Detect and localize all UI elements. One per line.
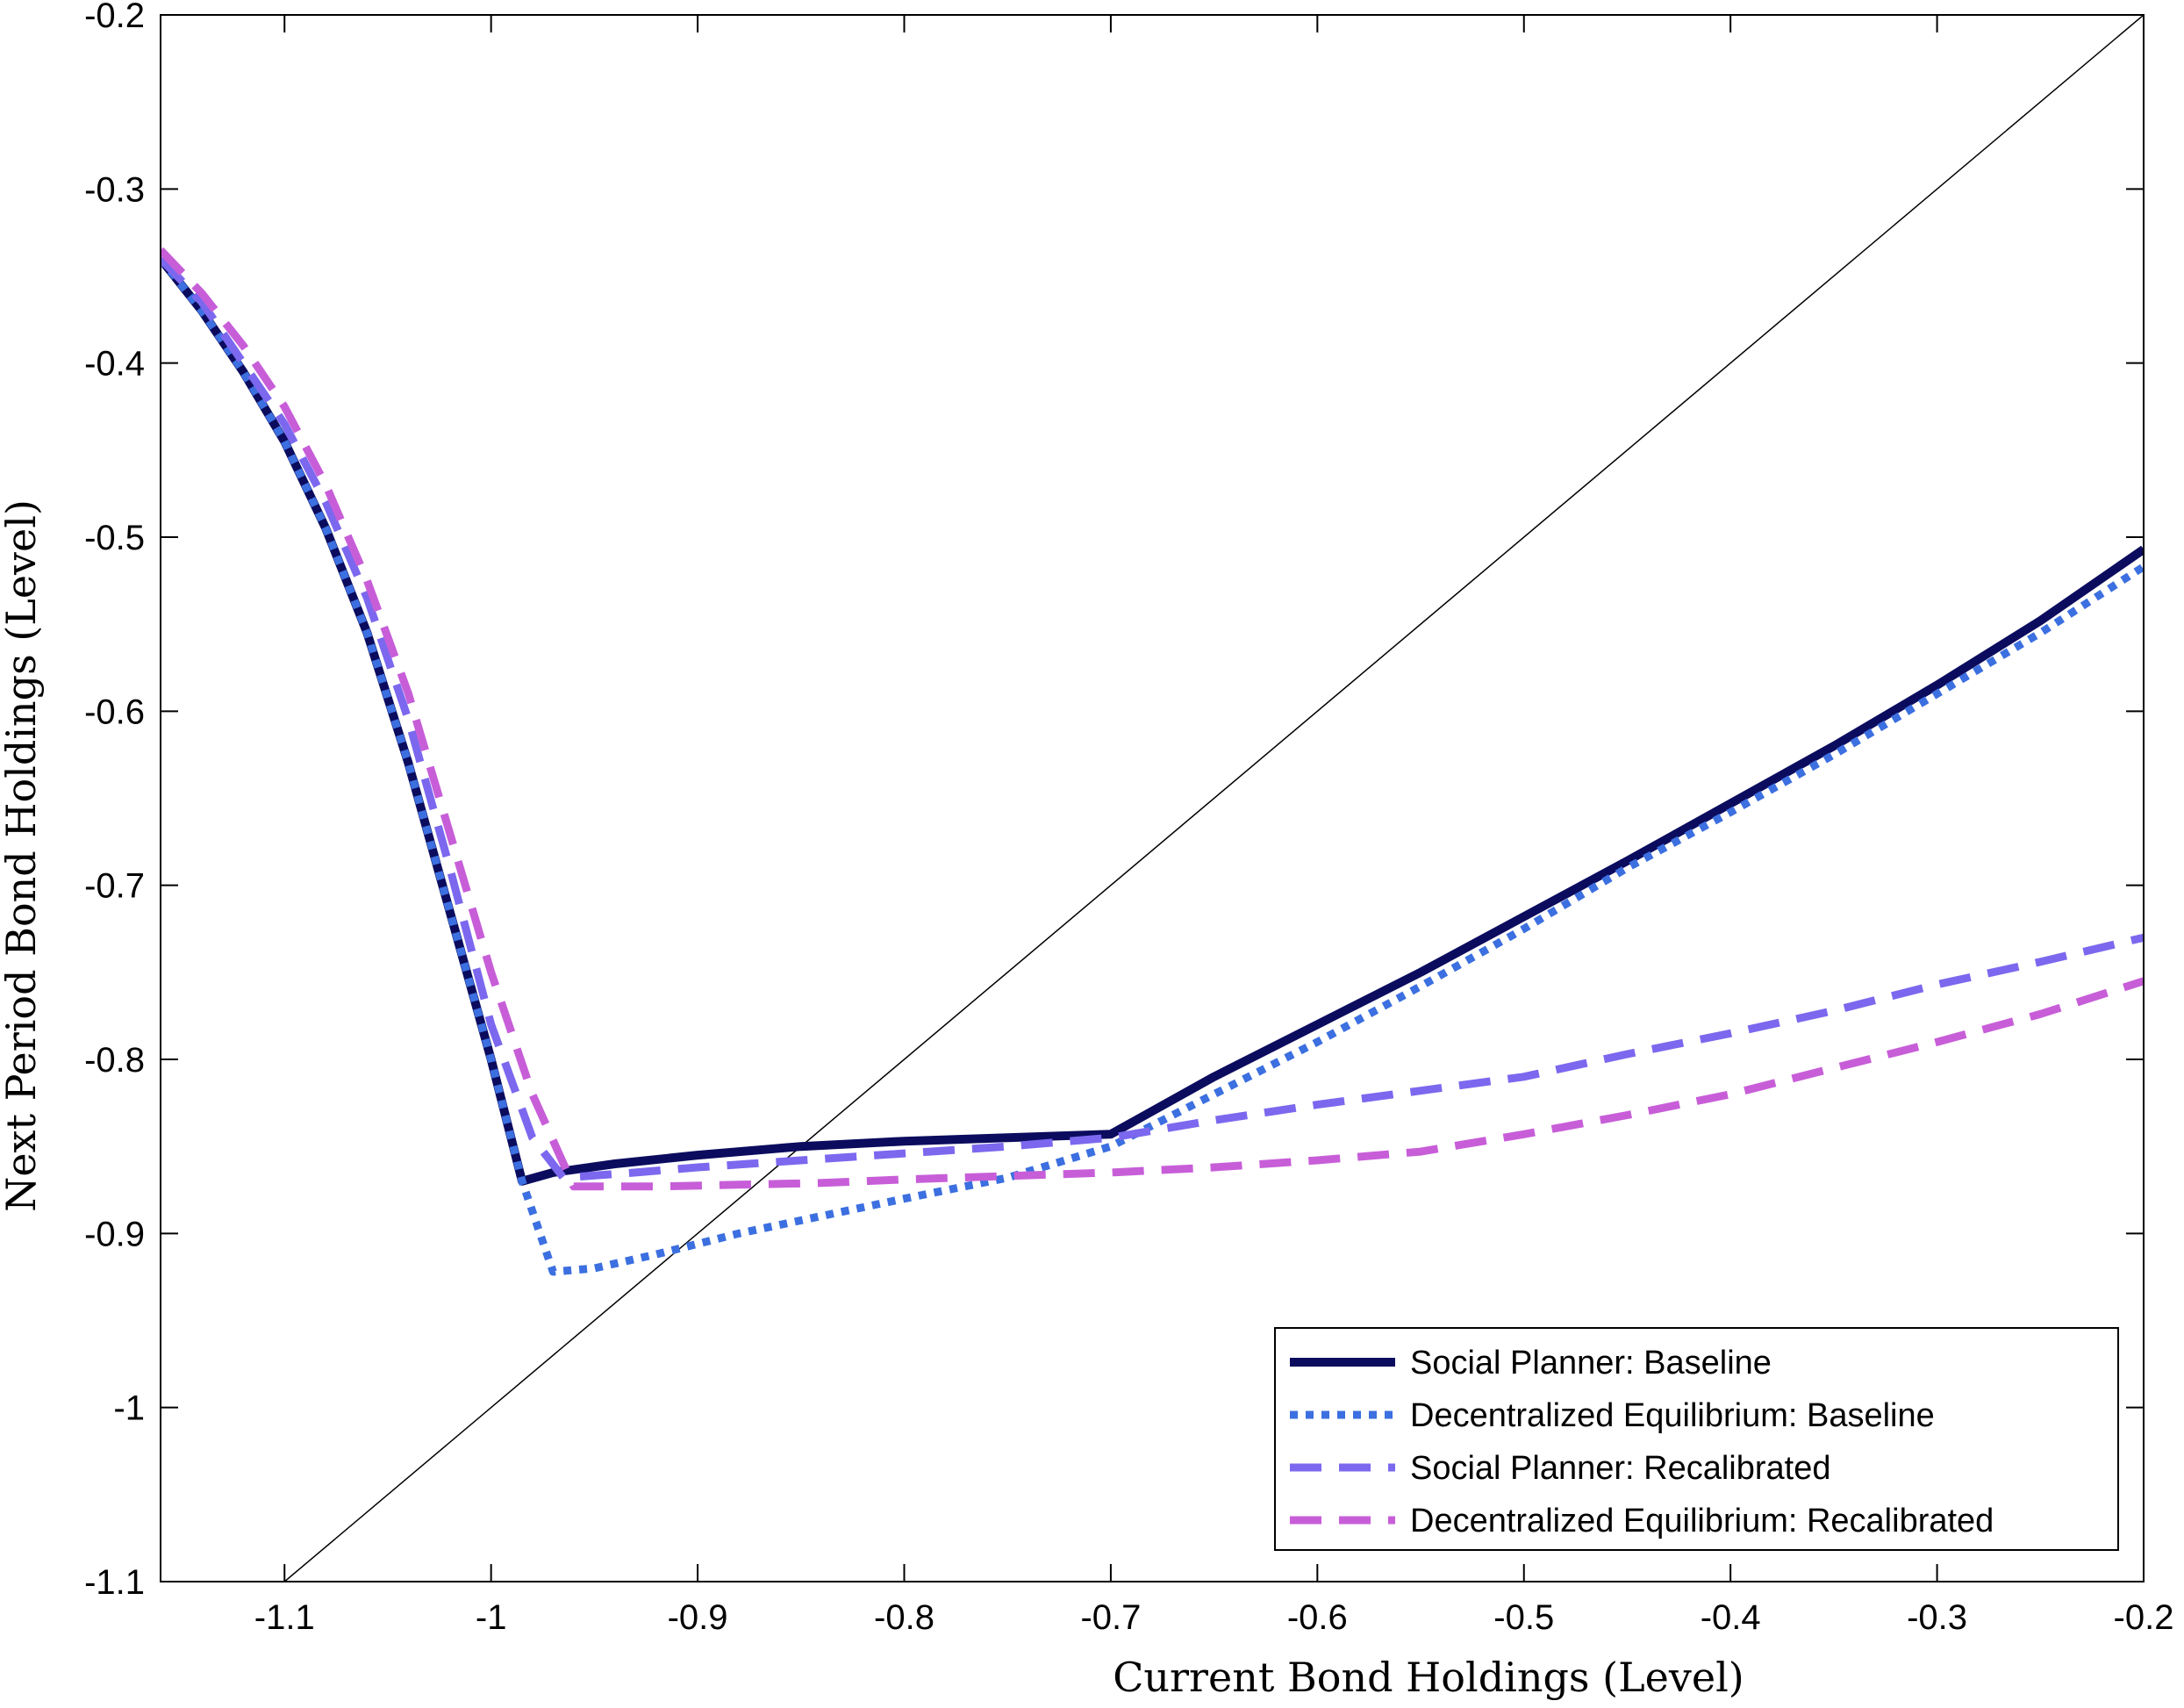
y-tick-label: -0.2 xyxy=(84,0,145,35)
series-line-3 xyxy=(161,255,2144,1182)
y-tick-label: -0.4 xyxy=(84,345,145,384)
legend-label-2: Decentralized Equilibrium: Baseline xyxy=(1410,1397,1935,1434)
x-tick-label: -1.1 xyxy=(254,1598,315,1637)
axes-frame xyxy=(160,14,2145,1582)
reference-45-degree-line xyxy=(283,15,2144,1582)
x-tick-label: -0.3 xyxy=(1907,1598,1967,1637)
y-tick-label: -1 xyxy=(113,1389,145,1428)
y-tick-label: -0.6 xyxy=(84,693,145,731)
y-axis-title: Next Period Bond Holdings (Level) xyxy=(0,499,45,1212)
x-tick-label: -0.9 xyxy=(668,1598,728,1637)
x-tick-label: -0.2 xyxy=(2114,1598,2174,1637)
x-tick-label: -0.5 xyxy=(1493,1598,1554,1637)
x-tick-label: -1 xyxy=(476,1598,507,1637)
series-line-2 xyxy=(161,255,2144,1276)
legend-box xyxy=(1274,1327,2119,1551)
legend-label-1: Social Planner: Baseline xyxy=(1410,1345,1772,1381)
x-tick-label: -0.4 xyxy=(1701,1598,1761,1637)
y-tick-label: -0.9 xyxy=(84,1215,145,1253)
axis-ticks: -1.1 -1 -0.9 -0.8 -0.7 -0.6 -0.5 -0.4 -0.3 -0.2 -1… xyxy=(84,0,2173,1637)
x-tick-label: -0.7 xyxy=(1080,1598,1141,1637)
y-tick-label: -0.3 xyxy=(84,170,145,209)
x-tick-label: -0.8 xyxy=(874,1598,934,1637)
x-axis-title: Current Bond Holdings (Level) xyxy=(1113,1654,1744,1701)
y-tick-label: -0.8 xyxy=(84,1041,145,1080)
y-tick-label: -1.1 xyxy=(84,1563,145,1602)
y-tick-label: -0.5 xyxy=(84,519,145,557)
legend-label-4: Decentralized Equilibrium: Recalibrated xyxy=(1410,1503,1994,1539)
x-tick-label: -0.6 xyxy=(1287,1598,1348,1637)
legend: Social Planner: Baseline Decentralized Eq… xyxy=(1274,1327,2119,1551)
y-tick-label: -0.7 xyxy=(84,867,145,906)
series-line-4 xyxy=(161,247,2144,1191)
plot-area xyxy=(161,15,2144,1582)
legend-label-3: Social Planner: Recalibrated xyxy=(1410,1450,1831,1487)
